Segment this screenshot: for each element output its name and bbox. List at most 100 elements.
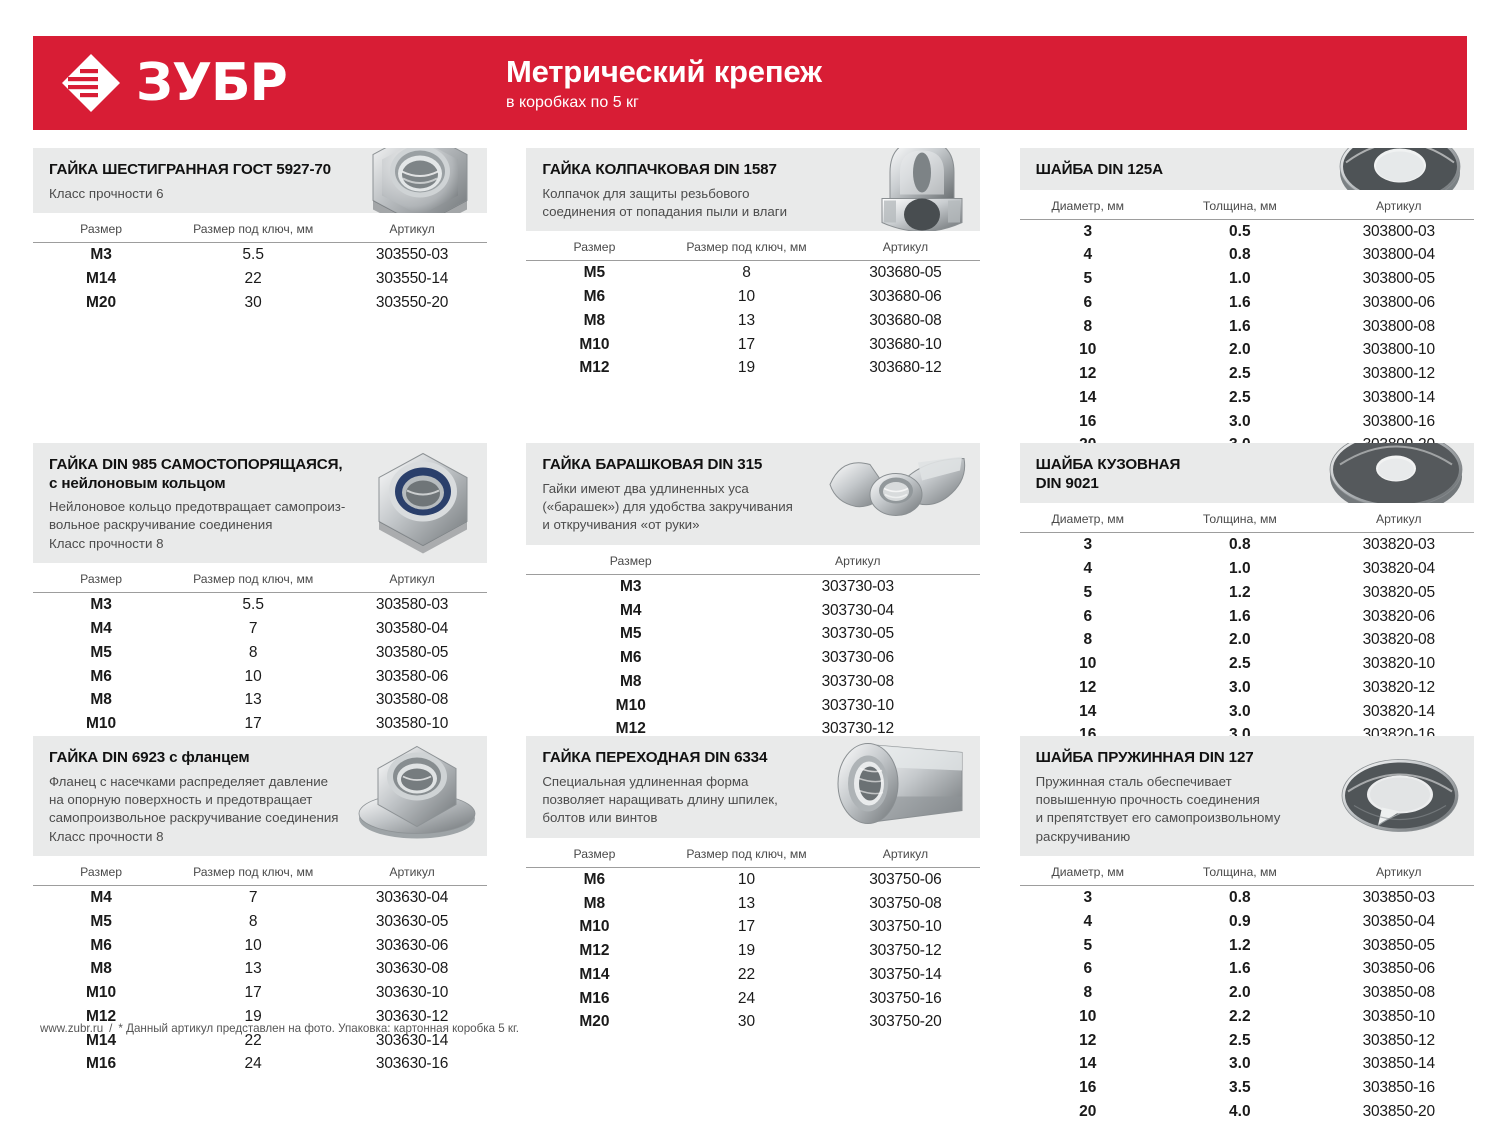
spec-table-header-row: Размер Размер под ключ, мм Артикул <box>33 214 487 243</box>
cell-measure: 4.0 <box>1229 1102 1251 1120</box>
table-row[interactable]: M14 22 303750-14 <box>526 963 980 987</box>
table-row[interactable]: M5 8 303680-05 <box>526 261 980 285</box>
cell-measure: 19 <box>244 1007 262 1025</box>
cell-measure: 5.5 <box>242 246 264 264</box>
table-row[interactable]: M5 303730-05 <box>526 622 980 646</box>
table-row[interactable]: 14 3.0 303820-14 <box>1020 699 1474 723</box>
table-row[interactable]: 10 2.2 303850-10 <box>1020 1005 1474 1029</box>
table-row[interactable]: 6 1.6 303820-06 <box>1020 604 1474 628</box>
table-row[interactable]: M20 30 303750-20 <box>526 1010 980 1034</box>
table-row[interactable]: 3 0.5 303800-03 <box>1020 219 1474 243</box>
cell-measure: 2.0 <box>1229 631 1251 649</box>
table-row[interactable]: M6 10 303680-06 <box>526 285 980 309</box>
table-row[interactable]: 5 1.2 303820-05 <box>1020 581 1474 605</box>
cell-measure: 22 <box>244 1031 262 1049</box>
cell-size: M6 <box>90 936 112 954</box>
table-row[interactable]: M8 13 303680-08 <box>526 309 980 333</box>
table-row[interactable]: M12 19 303630-12 <box>33 1005 487 1029</box>
cell-size: M8 <box>619 672 642 690</box>
table-row[interactable]: M10 17 303680-10 <box>526 332 980 356</box>
product-column-2: ГАЙКА КОЛПАЧКОВАЯ DIN 1587 Колпачок для з… <box>526 148 981 1030</box>
table-row[interactable]: M20 30 303550-20 <box>33 290 487 314</box>
product-card-shayba-kuzovnaya-din-9021[interactable]: ШАЙБА КУЗОВНАЯ DIN 9021 Диаметр, мм Толщина… <box>1019 443 1474 771</box>
product-card-gayka-perekhodnaya-din-6334[interactable]: ГАЙКА ПЕРЕХОДНАЯ DIN 6334 Специальная удл… <box>526 736 981 1034</box>
cell-size: M10 <box>579 335 610 353</box>
table-row[interactable]: M5 8 303580-05 <box>33 641 487 665</box>
table-row[interactable]: M14 22 303550-14 <box>33 267 487 291</box>
table-row[interactable]: M6 10 303580-06 <box>33 664 487 688</box>
cell-measure: 3.0 <box>1229 678 1251 696</box>
website-link[interactable]: www.zubr.ru <box>40 1022 104 1035</box>
product-card-shayba-din-125a[interactable]: ШАЙБА DIN 125A Диаметр, мм Толщина, мм Арти… <box>1019 148 1474 457</box>
cell-measure: 1.2 <box>1229 936 1251 954</box>
table-row[interactable]: M10 17 303580-10 <box>33 712 487 736</box>
table-row[interactable]: M6 303730-06 <box>526 646 980 670</box>
table-row[interactable]: M12 303730-12 <box>526 717 980 741</box>
table-row[interactable]: 8 2.0 303820-08 <box>1020 628 1474 652</box>
cell-measure: 24 <box>244 1055 262 1073</box>
table-row[interactable]: M12 19 303680-12 <box>526 356 980 380</box>
table-row[interactable]: M4 7 303630-04 <box>33 885 487 909</box>
table-row[interactable]: M12 19 303750-12 <box>526 939 980 963</box>
product-card-shayba-pruzhinnaya-din-127[interactable]: ШАЙБА ПРУЖИННАЯ DIN 127 Пружинная сталь о… <box>1019 736 1474 1123</box>
table-row[interactable]: M4 7 303580-04 <box>33 617 487 641</box>
table-row[interactable]: 10 2.5 303820-10 <box>1020 652 1474 676</box>
table-row[interactable]: 5 1.2 303850-05 <box>1020 933 1474 957</box>
table-row[interactable]: M5 8 303630-05 <box>33 910 487 934</box>
cell-size: M16 <box>86 1055 117 1073</box>
table-row[interactable]: 16 3.5 303850-16 <box>1020 1076 1474 1100</box>
table-row[interactable]: 3 0.8 303820-03 <box>1020 533 1474 557</box>
table-row[interactable]: 4 0.8 303800-04 <box>1020 243 1474 267</box>
table-row[interactable]: M3 5.5 303550-03 <box>33 242 487 266</box>
column-header-2: Толщина, мм <box>1155 857 1324 886</box>
table-row[interactable]: 3 0.8 303850-03 <box>1020 885 1474 909</box>
table-row[interactable]: 14 2.5 303800-14 <box>1020 386 1474 410</box>
card-title: ГАЙКА ШЕСТИГРАННАЯ ГОСТ 5927-70 <box>49 161 359 180</box>
table-row[interactable]: M3 303730-03 <box>526 574 980 598</box>
table-row[interactable]: M10 17 303750-10 <box>526 915 980 939</box>
table-row[interactable]: M6 10 303750-06 <box>526 867 980 891</box>
cell-measure: 1.0 <box>1229 560 1251 578</box>
table-row[interactable]: 8 2.0 303850-08 <box>1020 981 1474 1005</box>
cell-measure: 13 <box>244 960 262 978</box>
table-row[interactable]: 10 2.0 303800-10 <box>1020 338 1474 362</box>
table-row[interactable]: M8 13 303630-08 <box>33 957 487 981</box>
table-row[interactable]: 12 3.0 303820-12 <box>1020 676 1474 700</box>
table-row[interactable]: M16 24 303630-16 <box>33 1052 487 1076</box>
table-row[interactable]: 12 2.5 303800-12 <box>1020 362 1474 386</box>
table-row[interactable]: 8 1.6 303800-08 <box>1020 315 1474 339</box>
table-row[interactable]: M10 17 303630-10 <box>33 981 487 1005</box>
table-row[interactable]: 6 1.6 303800-06 <box>1020 291 1474 315</box>
table-row[interactable]: M8 13 303750-08 <box>526 891 980 915</box>
header-banner: ЗУБР Метрический крепеж в коробках по 5 … <box>33 36 1467 130</box>
column-header-1: Диаметр, мм <box>1019 191 1156 220</box>
table-row[interactable]: 16 3.0 303800-16 <box>1020 410 1474 434</box>
cell-article: 303850-03 <box>1362 889 1436 907</box>
column-header-3: Артикул <box>1323 857 1474 886</box>
product-card-gayka-barashkovaya-din-315[interactable]: ГАЙКА БАРАШКОВАЯ DIN 315 Гайки имеют два … <box>526 443 981 741</box>
cell-size: 8 <box>1083 631 1093 649</box>
table-row[interactable]: M4 303730-04 <box>526 598 980 622</box>
column-header-1: Размер <box>33 214 170 243</box>
table-row[interactable]: M8 303730-08 <box>526 670 980 694</box>
table-row[interactable]: 5 1.0 303800-05 <box>1020 267 1474 291</box>
table-row[interactable]: 14 3.0 303850-14 <box>1020 1052 1474 1076</box>
cell-measure: 10 <box>244 667 262 685</box>
table-row[interactable]: 6 1.6 303850-06 <box>1020 957 1474 981</box>
column-header-3: Артикул <box>830 839 981 868</box>
table-row[interactable]: M14 22 303630-14 <box>33 1028 487 1052</box>
table-row[interactable]: M10 303730-10 <box>526 693 980 717</box>
product-card-gayka-din-6923-s-flantsem[interactable]: ГАЙКА DIN 6923 с фланцем Фланец с насечка… <box>33 736 487 1076</box>
column-header-2: Размер под ключ, мм <box>169 857 338 886</box>
product-card-gayka-kolpachkovaya-din-1587[interactable]: ГАЙКА КОЛПАЧКОВАЯ DIN 1587 Колпачок для з… <box>526 148 981 380</box>
card-description-line: Гайки имеют два удлиненных уса <box>542 480 749 496</box>
table-row[interactable]: M8 13 303580-08 <box>33 688 487 712</box>
table-row[interactable]: 4 1.0 303820-04 <box>1020 557 1474 581</box>
table-row[interactable]: 20 4.0 303850-20 <box>1020 1100 1474 1123</box>
table-row[interactable]: M3 5.5 303580-03 <box>33 593 487 617</box>
table-row[interactable]: M16 24 303750-16 <box>526 986 980 1010</box>
table-row[interactable]: 4 0.9 303850-04 <box>1020 910 1474 934</box>
table-row[interactable]: 12 2.5 303850-12 <box>1020 1028 1474 1052</box>
table-row[interactable]: M6 10 303630-06 <box>33 933 487 957</box>
product-card-gayka-shestigrannaya-gost-5927-70[interactable]: ГАЙКА ШЕСТИГРАННАЯ ГОСТ 5927-70 Класс про… <box>33 148 487 314</box>
